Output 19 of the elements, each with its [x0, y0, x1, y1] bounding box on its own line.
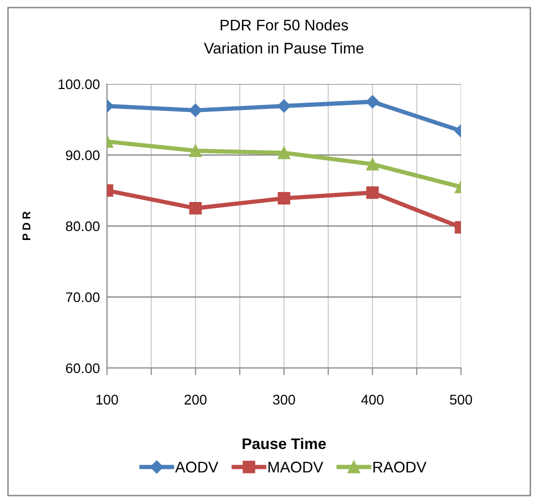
y-tick-label: 80.00	[66, 221, 100, 232]
chart-title: PDR For 50 Nodes Variation in Pause Time	[204, 19, 364, 54]
x-tick-label: 100	[96, 394, 118, 405]
x-axis-title: Pause Time	[242, 438, 326, 450]
point	[277, 99, 291, 113]
legend-label: RAODV	[373, 462, 426, 472]
point	[278, 146, 290, 160]
legend-label: AODV	[175, 462, 218, 472]
y-tick-label: 60.00	[66, 363, 100, 374]
y-axis-title: P D R	[22, 212, 30, 240]
x-tick-label: 500	[450, 394, 472, 405]
y-tick-label: 90.00	[66, 150, 100, 160]
x-tick-label: 300	[272, 394, 296, 405]
x-tick-label: 400	[361, 394, 384, 405]
y-tick-label: 70.00	[66, 292, 100, 302]
y-tick-label: 100.00	[58, 79, 100, 90]
legend-label: MAODV	[268, 462, 324, 472]
x-tick-label: 200	[184, 394, 207, 405]
point	[278, 192, 290, 205]
